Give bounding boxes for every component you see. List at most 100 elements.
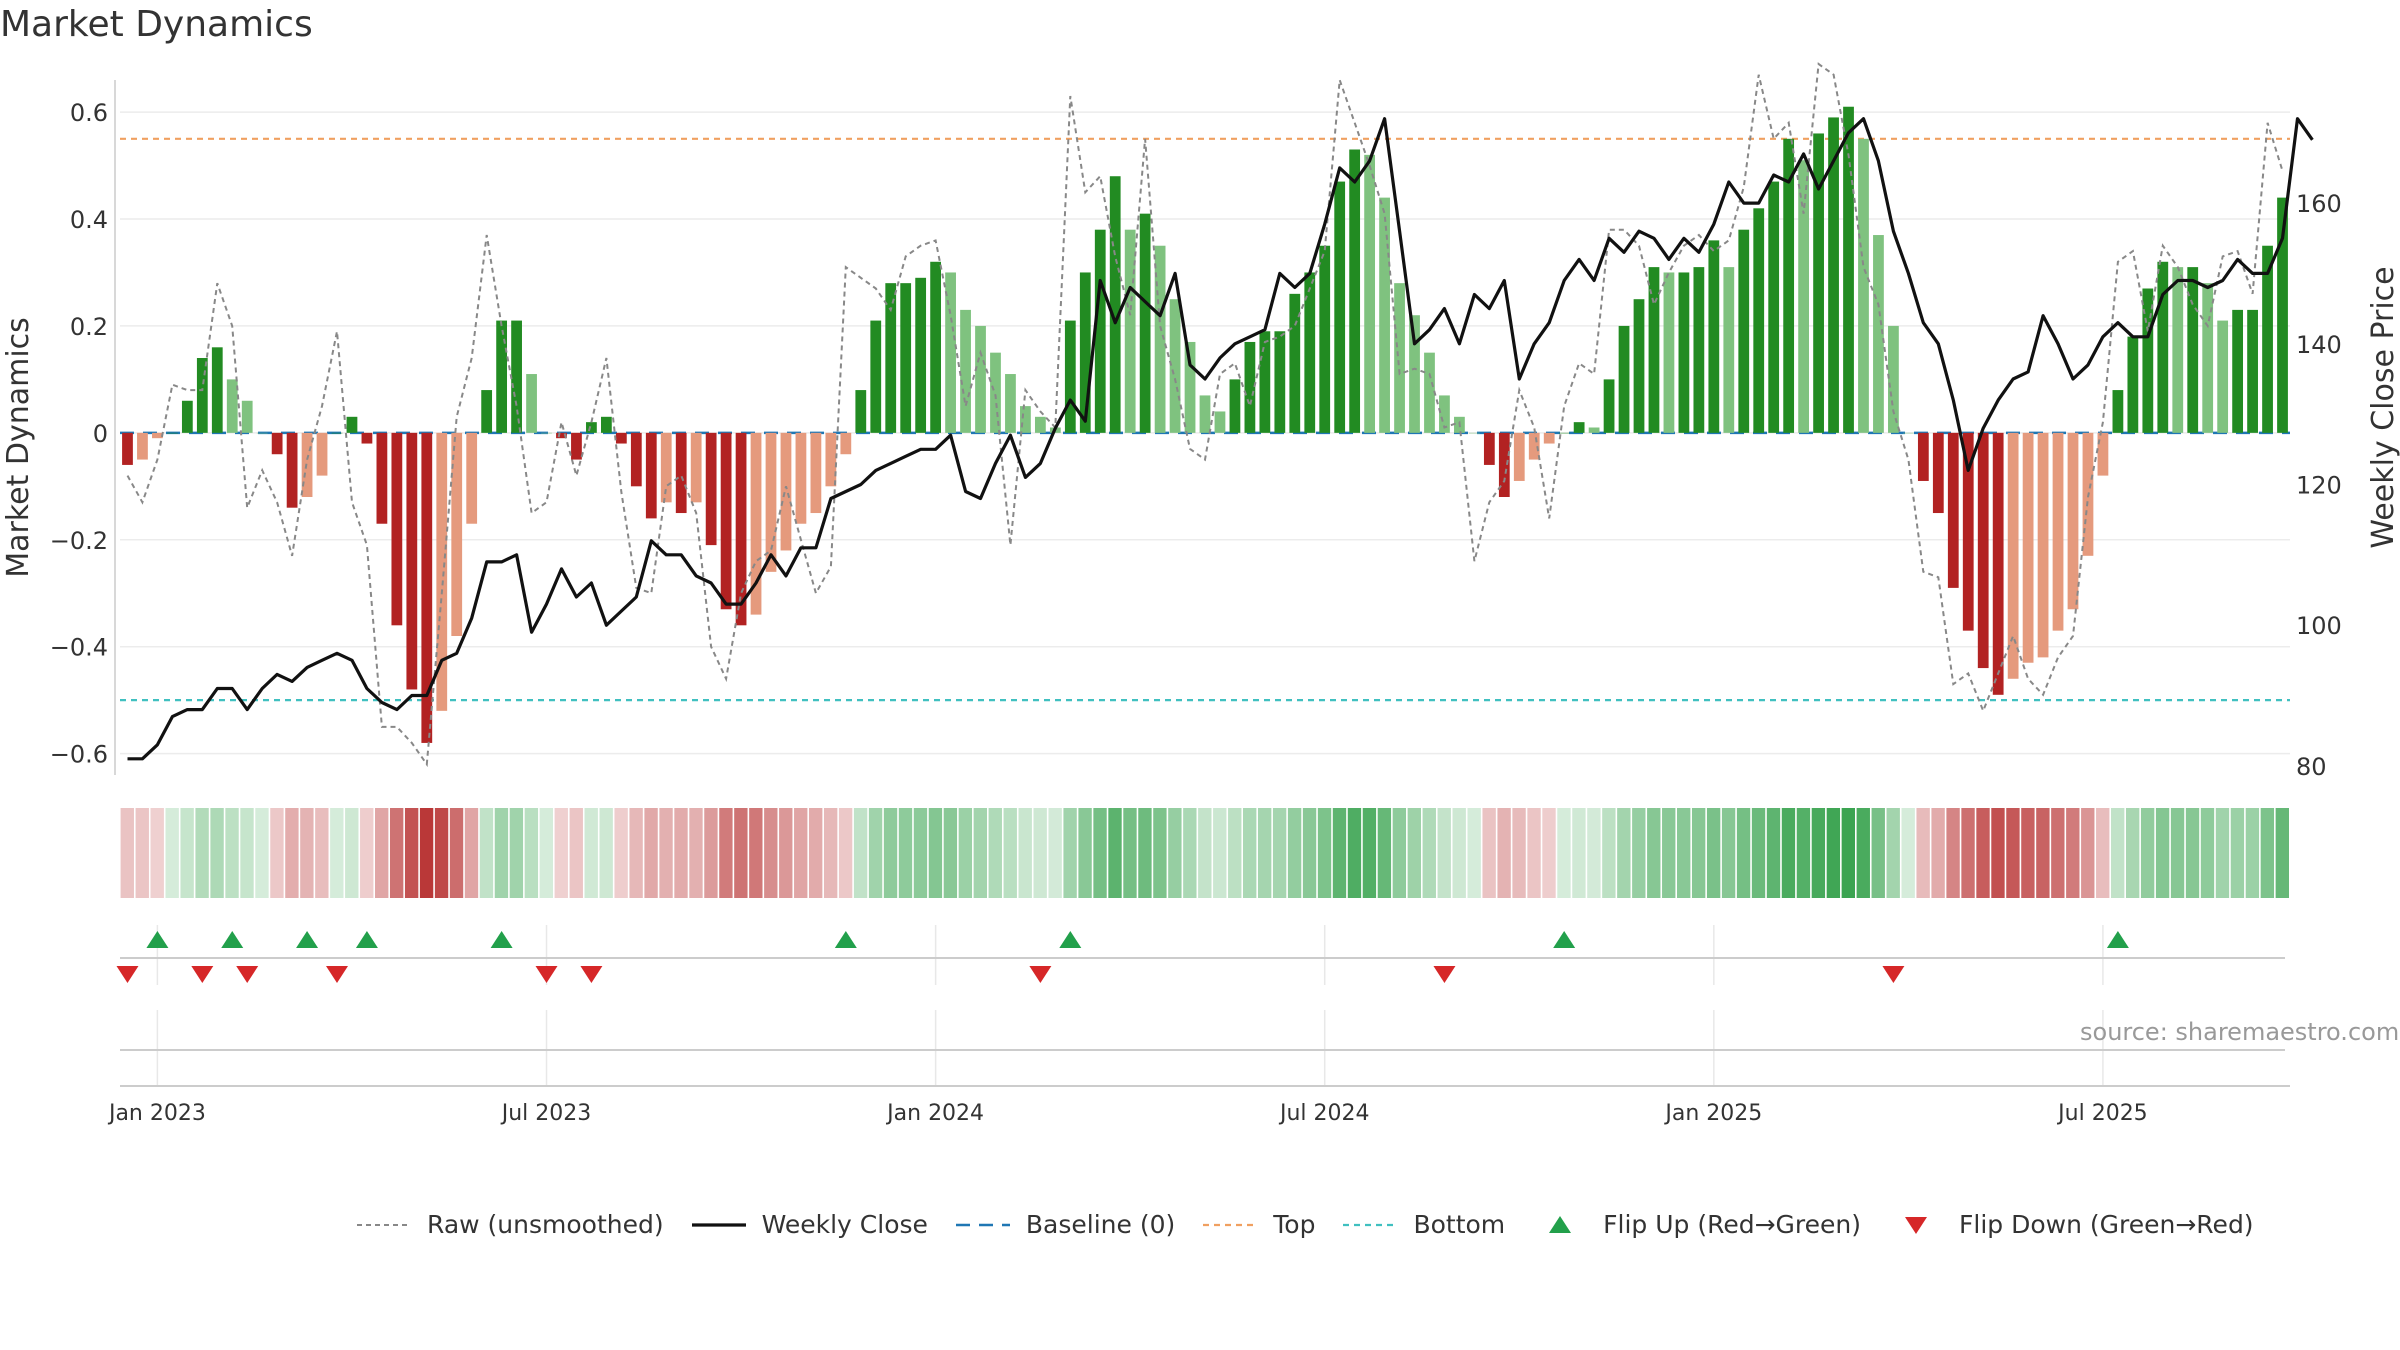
regime-tile: [1886, 808, 1900, 898]
regime-tile: [1392, 808, 1407, 898]
dynamics-bar: [1723, 267, 1735, 433]
legend-swatch: [954, 1215, 1012, 1235]
legend-label: Flip Down (Green→Red): [1959, 1210, 2254, 1239]
axes: 0.6 0.4 0.2 0 −0.2 −0.4 −0.6 160 140 120 100 80 Jan …: [1, 80, 2400, 1126]
regime-tile: [300, 808, 314, 898]
dynamics-bar: [1708, 240, 1720, 433]
regime-tile: [1153, 808, 1167, 898]
regime-tile: [1826, 808, 1841, 898]
dynamics-bar: [2172, 267, 2184, 433]
x-tick-label: Jul 2023: [500, 1101, 592, 1126]
dynamics-bar: [615, 432, 627, 444]
regime-tile: [1527, 808, 1541, 898]
dynamics-bar: [1034, 416, 1046, 433]
regime-tile: [913, 808, 928, 898]
legend-swatch: [1201, 1215, 1259, 1235]
legend-item-bottom: Bottom: [1341, 1210, 1505, 1239]
regime-tile: [2096, 808, 2110, 898]
flip-down-marker: [1882, 966, 1905, 983]
raw-series-line: [126, 62, 2284, 768]
legend-item-close: Weekly Close: [690, 1210, 928, 1239]
dynamics-bar: [1289, 293, 1301, 433]
dynamics-bar: [2187, 267, 2199, 433]
x-tick-label: Jan 2025: [1663, 1101, 1762, 1126]
dynamics-bar: [2142, 288, 2154, 433]
dynamics-bar: [765, 432, 777, 572]
flip-down-marker: [1029, 966, 1052, 983]
flip-markers: [116, 931, 2129, 983]
dynamics-bar: [1319, 245, 1331, 433]
dynamics-bar: [810, 432, 822, 514]
flip-up-marker: [146, 931, 169, 948]
dynamics-bar: [855, 390, 867, 433]
dynamics-bar: [196, 358, 208, 433]
dynamics-bar: [211, 347, 223, 433]
dynamics-bar: [1783, 138, 1795, 433]
dynamics-bar: [511, 320, 522, 433]
legend-items: Raw (unsmoothed) Weekly Close Baseline (0)…: [355, 1210, 2280, 1239]
regime-tile: [1557, 808, 1571, 898]
regime-tile: [1647, 808, 1661, 898]
legend-label: Top: [1273, 1210, 1316, 1239]
close-series: [127, 117, 2314, 761]
dynamics-bar: [780, 432, 792, 551]
regime-tile: [240, 808, 254, 898]
dynamics-bar: [2127, 336, 2139, 433]
flip-down-marker: [116, 966, 139, 983]
dynamics-bar: [720, 432, 732, 610]
regime-tile: [1811, 808, 1826, 898]
regime-tile: [1003, 808, 1017, 898]
regime-tile: [2140, 808, 2155, 898]
regime-tile: [719, 808, 733, 898]
flip-up-marker: [2106, 931, 2129, 948]
y-left-tick-label: −0.2: [50, 527, 108, 555]
dynamics-bar: [1678, 272, 1690, 433]
regime-tile: [1108, 808, 1122, 898]
dynamics-bar: [1693, 267, 1705, 433]
dynamics-bar: [1094, 229, 1106, 433]
dynamics-bar: [2157, 261, 2169, 433]
reference-lines: [120, 137, 2290, 702]
dynamics-bar: [376, 432, 388, 524]
regime-tile: [1677, 808, 1691, 898]
dynamics-bar: [2217, 320, 2229, 433]
regime-tile: [1063, 808, 1077, 898]
regime-tile: [584, 808, 598, 898]
regime-tile: [165, 808, 179, 898]
dynamics-bar: [421, 432, 433, 743]
regime-tile: [943, 808, 958, 898]
regime-tile: [2170, 808, 2185, 898]
regime-tile: [764, 808, 778, 898]
dynamics-bar: [600, 416, 612, 433]
dynamics-bar: [1843, 106, 1854, 433]
dynamics-bar: [316, 432, 328, 476]
regime-tile: [1138, 808, 1152, 898]
dynamics-bar: [1334, 181, 1346, 433]
regime-tile: [1901, 808, 1915, 898]
dynamics-bar: [1439, 395, 1450, 433]
regime-tile: [2051, 808, 2065, 898]
y-left-tick-label: 0.2: [70, 313, 108, 341]
regime-tile: [1721, 808, 1736, 898]
flip-up-marker: [296, 931, 319, 948]
dynamics-bar: [660, 432, 672, 503]
regime-tile: [509, 808, 524, 898]
regime-tile: [1033, 808, 1047, 898]
dynamics-bar: [181, 400, 193, 433]
regime-tile: [1602, 808, 1616, 898]
dynamics-bar: [571, 432, 582, 460]
regime-tile: [1093, 808, 1107, 898]
regime-tile: [2006, 808, 2020, 898]
dynamics-bar: [750, 432, 762, 615]
dynamics-bar: [1229, 379, 1241, 433]
dynamics-bar: [945, 272, 956, 433]
regime-tile: [2245, 808, 2260, 898]
regime-tile: [1482, 808, 1496, 898]
dynamics-bar: [1124, 229, 1136, 433]
regime-tile: [375, 808, 389, 898]
regime-tile: [1362, 808, 1377, 898]
regime-tile: [225, 808, 239, 898]
dynamics-bar: [436, 432, 448, 711]
